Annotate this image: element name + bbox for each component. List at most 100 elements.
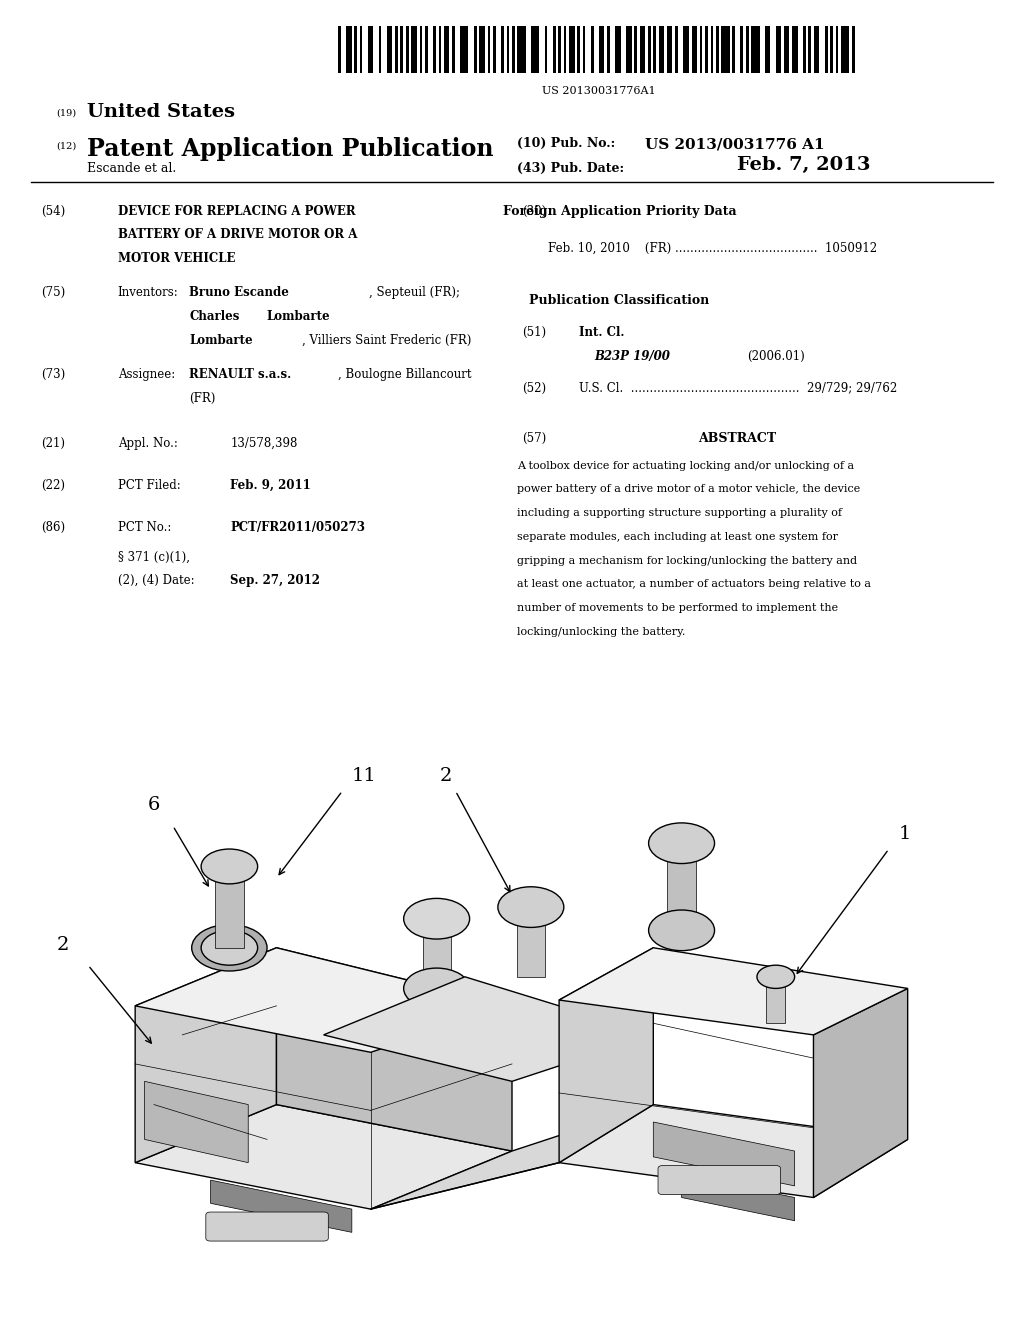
Bar	[824, 26, 827, 73]
Polygon shape	[276, 948, 512, 1151]
Text: RENAULT s.a.s.: RENAULT s.a.s.	[189, 368, 292, 381]
Text: (22): (22)	[41, 479, 65, 492]
Bar	[444, 26, 450, 73]
Text: number of movements to be performed to implement the: number of movements to be performed to i…	[517, 603, 839, 614]
Bar	[683, 26, 689, 73]
Text: (54): (54)	[41, 205, 66, 218]
Text: (75): (75)	[41, 286, 66, 300]
Circle shape	[498, 887, 564, 928]
Text: (43) Pub. Date:: (43) Pub. Date:	[517, 162, 625, 176]
Text: (10) Pub. No.:: (10) Pub. No.:	[517, 137, 615, 150]
Bar	[776, 26, 781, 73]
Text: Patent Application Publication: Patent Application Publication	[87, 137, 494, 161]
Text: 2: 2	[57, 936, 70, 953]
Polygon shape	[324, 977, 653, 1081]
Text: (2006.01): (2006.01)	[748, 350, 805, 363]
Text: PCT Filed:: PCT Filed:	[118, 479, 180, 492]
Text: Sep. 27, 2012: Sep. 27, 2012	[230, 574, 321, 587]
Text: U.S. Cl.  .............................................  29/729; 29/762: U.S. Cl. ...............................…	[579, 381, 897, 395]
Text: PCT No.:: PCT No.:	[118, 521, 171, 535]
Text: (FR): (FR)	[189, 392, 216, 405]
Text: Publication Classification: Publication Classification	[529, 294, 710, 308]
Text: US 20130031776A1: US 20130031776A1	[543, 86, 655, 96]
Bar	[517, 907, 545, 977]
Text: US 2013/0031776 A1: US 2013/0031776 A1	[645, 137, 824, 152]
Bar	[803, 26, 806, 73]
Text: Charles: Charles	[189, 310, 240, 323]
Bar	[453, 26, 455, 73]
Text: Escande et al.: Escande et al.	[87, 162, 176, 176]
Bar	[635, 26, 637, 73]
Text: 13/578,398: 13/578,398	[230, 437, 298, 450]
Circle shape	[757, 965, 795, 989]
Bar	[400, 26, 403, 73]
Text: (86): (86)	[41, 521, 66, 535]
Bar	[668, 843, 695, 931]
Text: 11: 11	[352, 767, 377, 785]
Text: 1: 1	[898, 825, 910, 843]
Bar	[809, 26, 811, 73]
Bar	[706, 26, 708, 73]
Text: Lombarte: Lombarte	[266, 310, 330, 323]
Bar	[395, 26, 397, 73]
Bar	[615, 26, 621, 73]
Bar	[512, 26, 515, 73]
Bar	[640, 26, 645, 73]
Text: MOTOR VEHICLE: MOTOR VEHICLE	[118, 252, 236, 265]
Text: (12): (12)	[56, 141, 77, 150]
Text: (51): (51)	[522, 326, 547, 339]
Bar	[648, 26, 650, 73]
Text: Feb. 9, 2011: Feb. 9, 2011	[230, 479, 311, 492]
Bar	[591, 26, 594, 73]
Bar	[765, 26, 770, 73]
Bar	[667, 26, 673, 73]
Text: (19): (19)	[56, 108, 77, 117]
Text: separate modules, each including at least one system for: separate modules, each including at leas…	[517, 532, 838, 543]
Bar	[420, 26, 422, 73]
Bar	[578, 26, 580, 73]
Bar	[387, 26, 392, 73]
Bar	[836, 26, 839, 73]
Polygon shape	[135, 1105, 512, 1209]
Bar	[517, 26, 525, 73]
Bar	[716, 26, 719, 73]
Bar	[553, 26, 556, 73]
Polygon shape	[559, 948, 653, 1163]
Text: (73): (73)	[41, 368, 66, 381]
Bar	[368, 26, 374, 73]
Bar	[699, 26, 702, 73]
Circle shape	[648, 909, 715, 950]
Circle shape	[403, 899, 470, 939]
Bar	[531, 26, 540, 73]
Text: (52): (52)	[522, 381, 547, 395]
Bar	[545, 26, 548, 73]
Bar	[479, 26, 484, 73]
Text: including a supporting structure supporting a plurality of: including a supporting structure support…	[517, 508, 842, 519]
Bar	[423, 919, 451, 989]
Text: Assignee:: Assignee:	[118, 368, 175, 381]
Bar	[691, 26, 697, 73]
Text: B23P 19/00: B23P 19/00	[594, 350, 670, 363]
Bar	[412, 26, 417, 73]
Text: Foreign Application Priority Data: Foreign Application Priority Data	[503, 205, 736, 218]
Text: , Boulogne Billancourt: , Boulogne Billancourt	[338, 368, 471, 381]
Bar	[793, 26, 798, 73]
Bar	[558, 26, 561, 73]
Bar	[627, 26, 632, 73]
Bar	[474, 26, 476, 73]
Bar	[359, 26, 362, 73]
Text: (21): (21)	[41, 437, 65, 450]
Text: 6: 6	[147, 796, 160, 814]
Bar	[563, 26, 566, 73]
Bar	[852, 26, 855, 73]
Bar	[740, 26, 743, 73]
Bar	[354, 26, 357, 73]
Polygon shape	[135, 948, 512, 1052]
Bar	[346, 26, 351, 73]
Text: Bruno Escande: Bruno Escande	[189, 286, 290, 300]
Text: ABSTRACT: ABSTRACT	[698, 432, 776, 445]
Text: PCT/FR2011/050273: PCT/FR2011/050273	[230, 521, 366, 535]
Bar	[752, 26, 760, 73]
Text: Feb. 10, 2010    (FR) ......................................  1050912: Feb. 10, 2010 (FR) .....................…	[548, 242, 877, 255]
Bar	[501, 26, 504, 73]
